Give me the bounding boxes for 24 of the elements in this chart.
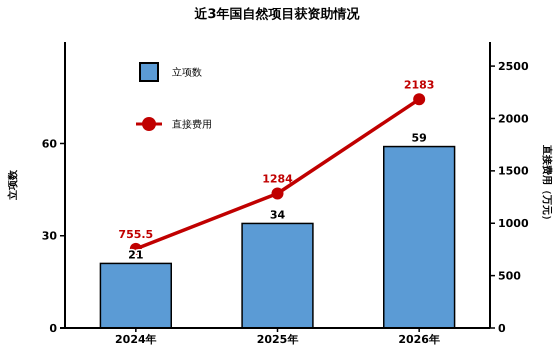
point (272, 187, 284, 200)
data-label: 2183 (404, 78, 434, 92)
y2-tick-label: 2000 (498, 112, 529, 126)
legend-label: 立项数 (172, 66, 202, 78)
y-tick-label: 30 (42, 230, 58, 243)
y-tick-label: 60 (42, 137, 58, 150)
data-label: 59 (412, 132, 427, 145)
data-label: 1284 (262, 172, 294, 186)
y2-tick-label: 500 (498, 269, 522, 282)
y-tick-label: 0 (49, 322, 58, 335)
legend-label: 直接费用 (172, 118, 212, 130)
y2-axis-title: 直接费用（万元） (541, 144, 553, 225)
data-label: 755.5 (118, 228, 154, 241)
chart-title: 近3年国自然项目获资助情况 (193, 6, 361, 22)
y2-tick-label: 1500 (498, 164, 529, 178)
y2-tick-label: 2500 (498, 60, 529, 73)
point (413, 93, 426, 106)
data-label: 34 (270, 208, 286, 222)
x-tick-label: 2024年 (115, 333, 157, 346)
x-tick-label: 2026年 (398, 333, 440, 346)
y-axis-title: 立项数 (7, 169, 19, 201)
y2-tick-label: 1000 (498, 217, 529, 230)
y2-tick-label: 0 (498, 322, 506, 335)
x-tick-label: 2025年 (256, 333, 298, 346)
